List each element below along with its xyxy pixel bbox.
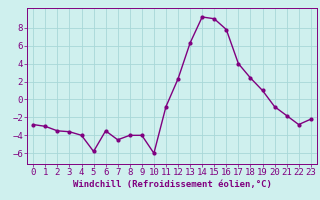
X-axis label: Windchill (Refroidissement éolien,°C): Windchill (Refroidissement éolien,°C) [73,180,271,189]
